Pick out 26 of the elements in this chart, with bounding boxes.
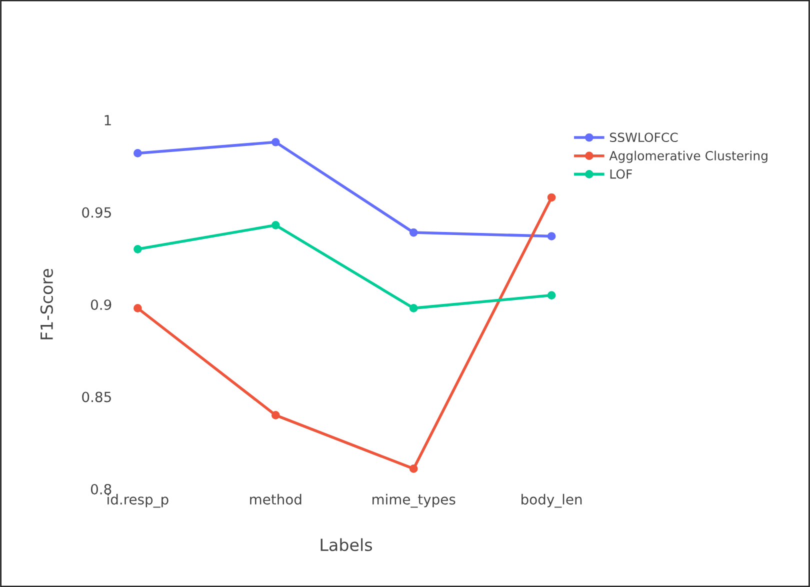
- point: [547, 232, 556, 240]
- point: [409, 464, 418, 473]
- point: [134, 149, 142, 158]
- y-tick-label: 0.95: [82, 207, 111, 218]
- point: [271, 221, 280, 230]
- y-tick-label: 0.9: [90, 299, 112, 310]
- point: [271, 411, 280, 420]
- point: [409, 228, 418, 237]
- point: [271, 138, 280, 146]
- legend-label: Agglomerative Clustering: [609, 150, 768, 163]
- point: [547, 291, 556, 300]
- point: [134, 304, 142, 312]
- legend-label: SSWLOFCC: [610, 132, 678, 142]
- x-tick-label: body_len: [522, 494, 582, 508]
- y-tick-label: 0.8: [90, 484, 112, 494]
- y-tick-label: 1: [104, 115, 111, 126]
- point: [547, 193, 556, 202]
- x-tick-label: method: [250, 494, 302, 505]
- point: [134, 244, 142, 254]
- x-tick-label: mime_types: [372, 494, 456, 508]
- y-tick-label: 0.85: [82, 392, 111, 402]
- legend-label: LOF: [610, 169, 632, 179]
- x-axis-title: Labels: [320, 538, 372, 552]
- y-axis-title: F1-Score: [40, 268, 53, 340]
- x-tick-label: id.resp_p: [108, 494, 168, 508]
- point: [409, 304, 418, 312]
